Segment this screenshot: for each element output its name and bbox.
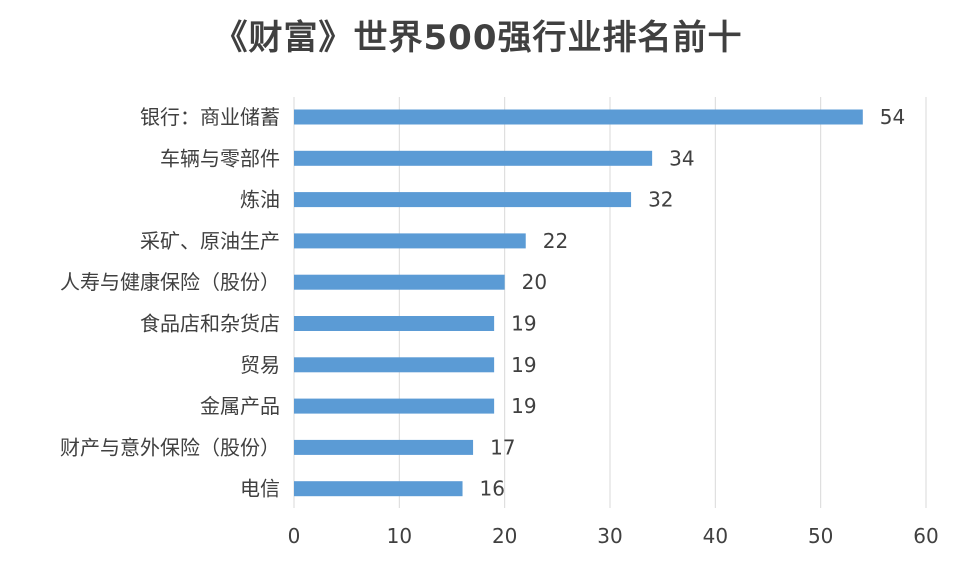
bar <box>294 192 632 208</box>
bar <box>294 357 495 373</box>
data-label: 17 <box>490 435 515 459</box>
category-label: 财产与意外保险（股份） <box>60 435 280 459</box>
category-label: 人寿与健康保险（股份） <box>60 270 280 294</box>
x-tick-label: 60 <box>913 524 938 548</box>
category-label: 采矿、原油生产 <box>140 229 280 253</box>
x-tick-label: 30 <box>597 524 622 548</box>
bar <box>294 150 653 166</box>
x-tick-label: 0 <box>288 524 301 548</box>
bar <box>294 109 863 125</box>
category-label: 食品店和杂货店 <box>140 312 280 336</box>
category-label: 金属产品 <box>200 394 280 418</box>
data-label: 19 <box>511 394 536 418</box>
x-tick-label: 20 <box>492 524 517 548</box>
data-label: 19 <box>511 312 536 336</box>
data-label: 16 <box>480 477 505 501</box>
x-tick-label: 10 <box>387 524 412 548</box>
chart-title: 《财富》世界500强行业排名前十 <box>213 18 743 58</box>
data-label: 32 <box>648 188 673 212</box>
bar <box>294 274 505 290</box>
data-label: 19 <box>511 353 536 377</box>
category-label: 银行：商业储蓄 <box>140 105 280 129</box>
value-labels: 54 34 32 22 20 19 19 19 17 16 <box>480 105 906 501</box>
data-label: 54 <box>880 105 905 129</box>
bar <box>294 316 495 331</box>
bar <box>294 233 526 249</box>
category-label: 炼油 <box>240 188 280 212</box>
category-label: 贸易 <box>240 353 280 377</box>
x-tick-label: 40 <box>703 524 728 548</box>
bars <box>294 109 863 497</box>
category-label: 车辆与零部件 <box>160 146 280 170</box>
data-label: 34 <box>669 146 694 170</box>
category-label: 电信 <box>240 477 280 501</box>
x-tick-label: 50 <box>808 524 833 548</box>
bar <box>294 481 463 497</box>
data-label: 22 <box>543 229 568 253</box>
bar <box>294 439 474 455</box>
data-label: 20 <box>522 270 547 294</box>
bar <box>294 398 495 414</box>
x-axis-ticks: 0 10 20 30 40 50 60 <box>288 524 939 548</box>
